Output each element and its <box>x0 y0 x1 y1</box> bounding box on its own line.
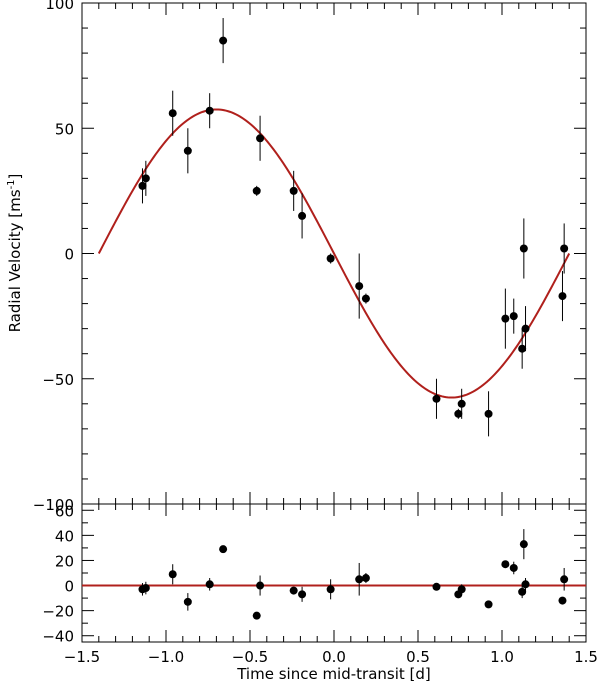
rv-data-points <box>138 18 569 437</box>
residual-data-point <box>457 585 466 594</box>
rv-data-point <box>521 324 530 333</box>
rv-data-point <box>484 409 493 418</box>
residual-y-axis: −40 −20 0 20 40 60 <box>42 502 586 646</box>
rv-x-ticks <box>81 3 587 504</box>
rv-data-point <box>457 399 466 408</box>
rv-model-curve <box>97 108 571 399</box>
residual-data-points <box>138 529 569 620</box>
x-tick-label: 1.0 <box>490 648 514 666</box>
rv-data-point <box>501 314 510 323</box>
rv-y-axis-label: Radial Velocity [ms-1] <box>6 174 24 333</box>
rv-data-point <box>509 312 518 321</box>
rv-data-point <box>183 146 192 155</box>
rv-data-point <box>361 294 370 303</box>
rv-panel: −100 −50 0 50 100 Radial Velocity [ms-1] <box>6 0 587 514</box>
residual-y-tick-label: 20 <box>55 552 74 570</box>
rv-data-point <box>168 109 177 118</box>
residual-data-point <box>518 587 527 596</box>
x-tick-label: 0.5 <box>406 648 430 666</box>
residual-y-tick-label: −20 <box>42 603 74 621</box>
rv-model-sine-curve <box>97 108 571 399</box>
residual-x-axis: −1.5 −1.0 −0.5 0.0 0.5 1.0 1.5 <box>64 504 598 666</box>
residual-data-point <box>219 545 228 554</box>
rv-y-tick-label: 0 <box>64 246 74 264</box>
rv-data-point <box>219 36 228 45</box>
residual-data-point <box>256 581 265 590</box>
residual-plot-frame <box>81 503 587 643</box>
rv-y-axis-label-sup: -1 <box>6 179 17 189</box>
rv-data-point <box>432 394 441 403</box>
rv-y-axis-label-text: Radial Velocity [ms <box>6 189 24 332</box>
residual-data-point <box>361 574 370 583</box>
rv-data-point <box>518 344 527 353</box>
rv-y-axis: −100 −50 0 50 100 <box>33 0 586 514</box>
residual-data-point <box>521 580 530 589</box>
residual-data-point <box>558 596 567 605</box>
rv-data-point <box>256 134 265 143</box>
x-tick-label: 1.5 <box>574 648 598 666</box>
residual-data-point <box>168 570 177 579</box>
residual-data-point <box>432 582 441 591</box>
residual-panel: −40 −20 0 20 40 60 −1.5 −1.0 −0.5 0.0 0.5 1.0 1.5 <box>42 502 598 666</box>
residual-data-point <box>141 584 150 593</box>
rv-data-point <box>138 181 147 190</box>
residual-data-point <box>519 540 528 549</box>
x-tick-label: 0.0 <box>322 648 346 666</box>
rv-data-point <box>560 244 569 253</box>
rv-data-point <box>326 254 335 263</box>
rv-y-tick-label: 50 <box>55 120 74 138</box>
rv-data-point <box>141 174 150 183</box>
residual-data-point <box>205 580 214 589</box>
residual-data-point <box>183 597 192 606</box>
rv-y-tick-label: −100 <box>33 496 74 514</box>
rv-data-point <box>519 244 528 253</box>
rv-data-point <box>205 106 214 115</box>
x-tick-label: −0.5 <box>232 648 268 666</box>
residual-y-tick-label: 0 <box>64 578 74 596</box>
residual-y-tick-label: −40 <box>42 628 74 646</box>
x-tick-label: −1.5 <box>64 648 100 666</box>
rv-y-axis-label-close: ] <box>6 174 24 180</box>
residual-data-point <box>326 585 335 594</box>
residual-data-point <box>560 575 569 584</box>
rv-y-tick-label: −50 <box>42 371 74 389</box>
rv-data-point <box>558 292 567 301</box>
residual-data-point <box>289 586 298 595</box>
x-axis-label: Time since mid-transit [d] <box>236 665 431 683</box>
residual-data-point <box>355 575 364 584</box>
residual-data-point <box>509 563 518 572</box>
residual-data-point <box>484 600 493 609</box>
rv-data-point <box>289 186 298 195</box>
residual-y-tick-label: 60 <box>55 502 74 520</box>
residual-data-point <box>252 611 261 620</box>
rv-y-tick-label: 100 <box>45 0 74 13</box>
rv-data-point <box>252 186 261 195</box>
rv-data-point <box>298 211 307 220</box>
rv-data-point <box>454 409 463 418</box>
rv-data-point <box>355 282 364 291</box>
residual-data-point <box>501 560 510 569</box>
residual-data-point <box>298 590 307 599</box>
x-tick-label: −1.0 <box>148 648 184 666</box>
residual-y-tick-label: 40 <box>55 527 74 545</box>
